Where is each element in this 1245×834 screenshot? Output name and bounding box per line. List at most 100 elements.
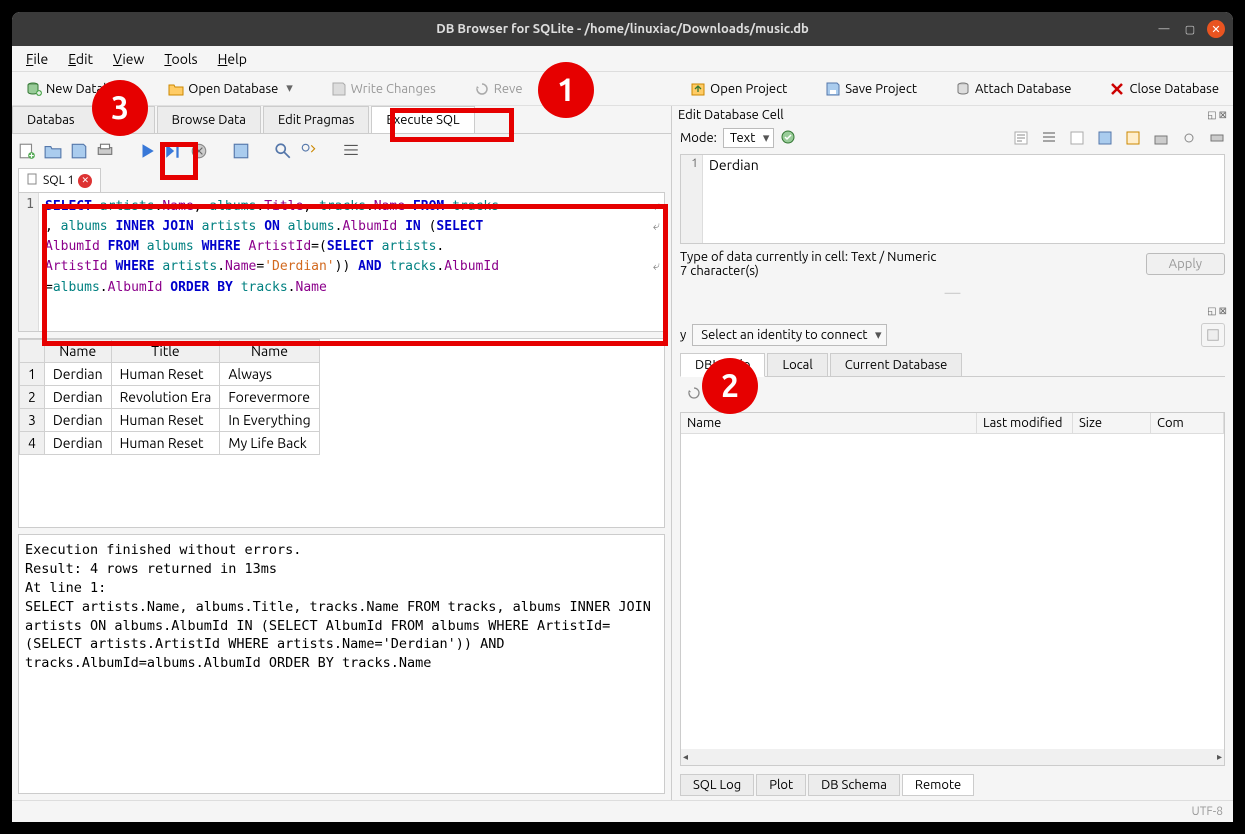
- indent-icon[interactable]: [342, 142, 360, 160]
- table-cell[interactable]: Derdian: [44, 432, 111, 455]
- table-cell[interactable]: Human Reset: [111, 363, 220, 386]
- window-controls: — ▢ ✕: [1155, 20, 1225, 38]
- minimize-button[interactable]: —: [1155, 20, 1173, 38]
- close-button[interactable]: ✕: [1207, 20, 1225, 38]
- main-window: DB Browser for SQLite - /home/linuxiac/D…: [12, 12, 1233, 822]
- revert-label: Reve: [494, 82, 523, 96]
- table-cell[interactable]: Derdian: [44, 363, 111, 386]
- attach-db-label: Attach Database: [975, 82, 1072, 96]
- annotation-box-sql: [42, 204, 668, 346]
- menu-edit[interactable]: Edit: [60, 49, 101, 69]
- window-title: DB Browser for SQLite - /home/linuxiac/D…: [436, 22, 809, 36]
- link-icon[interactable]: [1181, 130, 1197, 146]
- mode-select[interactable]: Text: [723, 128, 774, 148]
- null-icon[interactable]: [1125, 130, 1141, 146]
- justify-icon[interactable]: [1041, 130, 1057, 146]
- annotation-1: 1: [538, 62, 594, 118]
- remote-file-table: Name Last modified Size Com ◂▸: [680, 412, 1225, 766]
- save-project-label: Save Project: [845, 82, 917, 96]
- encoding-label: UTF-8: [1192, 805, 1223, 818]
- save-sql-icon[interactable]: [70, 142, 88, 160]
- remote-col-comment[interactable]: Com: [1151, 413, 1224, 433]
- format-icon[interactable]: [780, 129, 796, 148]
- revert-icon: [474, 81, 490, 97]
- sql-file-icon: [27, 173, 39, 188]
- close-tab-icon[interactable]: ✕: [78, 174, 92, 188]
- close-panel-icon[interactable]: ⊠: [1219, 109, 1227, 121]
- tab-browse-data[interactable]: Browse Data: [157, 106, 261, 133]
- cell-value-text[interactable]: Derdian: [703, 155, 765, 243]
- bottom-tab-plot[interactable]: Plot: [756, 774, 806, 796]
- remote-hscrollbar[interactable]: ◂▸: [681, 749, 1224, 765]
- table-row[interactable]: 3DerdianHuman ResetIn Everything: [20, 409, 320, 432]
- bottom-panel-tabs: SQL Log Plot DB Schema Remote: [672, 770, 1233, 800]
- remote-tab-current[interactable]: Current Database: [830, 353, 963, 376]
- maximize-button[interactable]: ▢: [1181, 20, 1199, 38]
- table-cell[interactable]: Derdian: [44, 409, 111, 432]
- menu-view[interactable]: View: [105, 49, 152, 69]
- close-db-icon: [1109, 81, 1125, 97]
- print-icon[interactable]: [96, 142, 114, 160]
- table-cell[interactable]: Forevermore: [220, 386, 319, 409]
- cell-value-editor[interactable]: 1 Derdian: [680, 154, 1225, 244]
- identity-label: y: [680, 328, 686, 342]
- row-number-header: [20, 340, 45, 363]
- bottom-tab-schema[interactable]: DB Schema: [808, 774, 900, 796]
- close-database-button[interactable]: Close Database: [1101, 78, 1227, 100]
- remote-tab-local[interactable]: Local: [767, 353, 827, 376]
- text-icon[interactable]: [1013, 130, 1029, 146]
- row-number: 4: [20, 432, 45, 455]
- table-row[interactable]: 1DerdianHuman ResetAlways: [20, 363, 320, 386]
- menu-file[interactable]: File: [18, 49, 56, 69]
- table-cell[interactable]: Always: [220, 363, 319, 386]
- refresh-icon[interactable]: [686, 385, 702, 404]
- table-cell[interactable]: My Life Back: [220, 432, 319, 455]
- sql-tab-1[interactable]: SQL 1 ✕: [18, 168, 101, 192]
- table-cell[interactable]: Human Reset: [111, 432, 220, 455]
- row-number: 3: [20, 409, 45, 432]
- table-cell[interactable]: Human Reset: [111, 409, 220, 432]
- table-cell[interactable]: Revolution Era: [111, 386, 220, 409]
- open-project-button[interactable]: Open Project: [682, 78, 795, 100]
- bottom-tab-remote[interactable]: Remote: [902, 774, 974, 796]
- execute-icon[interactable]: [138, 142, 156, 160]
- print-cell-icon[interactable]: [1209, 130, 1225, 146]
- bottom-tab-sqllog[interactable]: SQL Log: [680, 774, 754, 796]
- undock-remote-icon[interactable]: ◱: [1207, 305, 1216, 317]
- open-sql-icon[interactable]: [44, 142, 62, 160]
- menu-tools[interactable]: Tools: [156, 49, 205, 69]
- identity-select[interactable]: Select an identity to connect: [692, 324, 886, 346]
- open-database-button[interactable]: Open Database ▾: [160, 78, 301, 100]
- remote-col-name[interactable]: Name: [681, 413, 977, 433]
- table-cell[interactable]: In Everything: [220, 409, 319, 432]
- identity-settings-button[interactable]: [1201, 323, 1225, 347]
- close-remote-icon[interactable]: ⊠: [1219, 305, 1227, 317]
- annotation-box-execute-tab: [390, 108, 514, 142]
- main-toolbar: New Database Open Database ▾ Write Chang…: [12, 72, 1233, 106]
- row-number: 1: [20, 363, 45, 386]
- table-row[interactable]: 4DerdianHuman ResetMy Life Back: [20, 432, 320, 455]
- execution-log[interactable]: Execution finished without errors. Resul…: [18, 534, 665, 794]
- titlebar: DB Browser for SQLite - /home/linuxiac/D…: [12, 12, 1233, 46]
- tab-edit-pragmas[interactable]: Edit Pragmas: [263, 106, 369, 133]
- undock-icon[interactable]: ◱: [1207, 109, 1216, 121]
- new-sql-tab-icon[interactable]: [18, 142, 36, 160]
- cell-gutter: 1: [681, 155, 703, 243]
- remote-col-size[interactable]: Size: [1073, 413, 1151, 433]
- attach-db-icon: [955, 81, 971, 97]
- table-row[interactable]: 2DerdianRevolution EraForevermore: [20, 386, 320, 409]
- import-icon[interactable]: [1069, 130, 1085, 146]
- menu-help[interactable]: Help: [210, 49, 255, 69]
- save-project-button[interactable]: Save Project: [817, 78, 925, 100]
- attach-database-button[interactable]: Attach Database: [947, 78, 1080, 100]
- clear-icon[interactable]: [1153, 130, 1169, 146]
- remote-col-modified[interactable]: Last modified: [977, 413, 1073, 433]
- dropdown-icon: ▾: [286, 81, 293, 96]
- save-results-icon[interactable]: [232, 142, 250, 160]
- find-icon[interactable]: [274, 142, 292, 160]
- table-cell[interactable]: Derdian: [44, 386, 111, 409]
- find-replace-icon[interactable]: [300, 142, 318, 160]
- annotation-box-run: [160, 142, 198, 180]
- export-icon[interactable]: [1097, 130, 1113, 146]
- annotation-2: 2: [702, 358, 758, 414]
